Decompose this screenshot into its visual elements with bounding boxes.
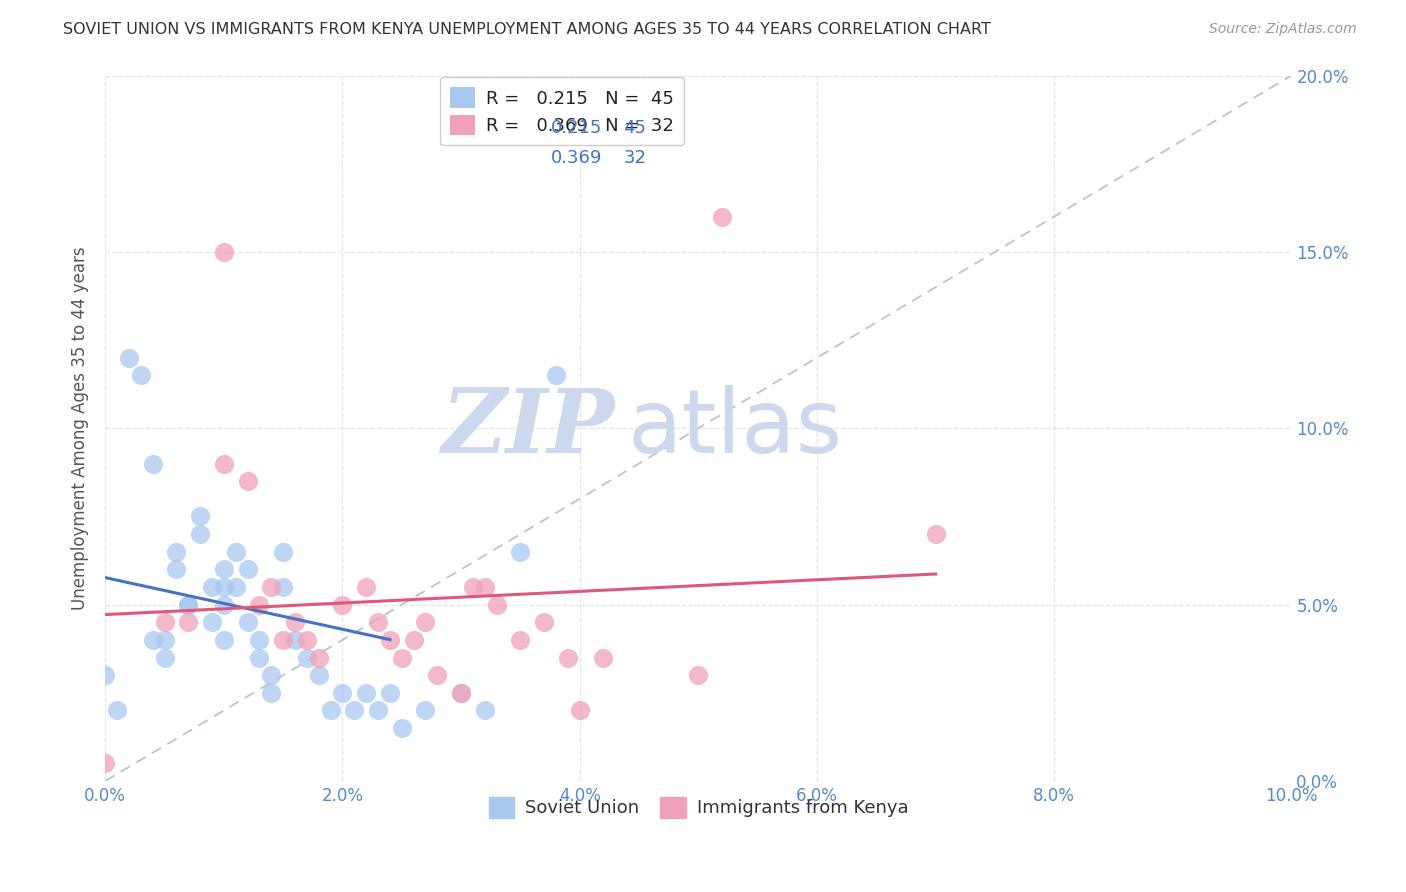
Point bbox=[177, 598, 200, 612]
Point bbox=[236, 615, 259, 630]
Point bbox=[153, 632, 176, 647]
Point bbox=[201, 615, 224, 630]
Legend: Soviet Union, Immigrants from Kenya: Soviet Union, Immigrants from Kenya bbox=[481, 789, 915, 825]
Point bbox=[212, 457, 235, 471]
Text: 0.215: 0.215 bbox=[551, 120, 603, 137]
Point bbox=[212, 598, 235, 612]
Point bbox=[354, 686, 377, 700]
Point bbox=[711, 210, 734, 224]
Y-axis label: Unemployment Among Ages 35 to 44 years: Unemployment Among Ages 35 to 44 years bbox=[72, 246, 89, 610]
Point bbox=[308, 650, 330, 665]
Text: 32: 32 bbox=[623, 149, 647, 167]
Point bbox=[94, 668, 117, 682]
Point bbox=[188, 527, 211, 541]
Point bbox=[391, 650, 413, 665]
Point bbox=[188, 509, 211, 524]
Point bbox=[402, 632, 425, 647]
Point bbox=[367, 615, 389, 630]
Text: ZIP: ZIP bbox=[441, 385, 616, 472]
Point bbox=[153, 615, 176, 630]
Point bbox=[343, 703, 366, 717]
Point bbox=[225, 580, 247, 594]
Point bbox=[271, 580, 294, 594]
Point bbox=[509, 632, 531, 647]
Point bbox=[474, 580, 496, 594]
Point bbox=[153, 650, 176, 665]
Point bbox=[236, 562, 259, 576]
Point bbox=[212, 562, 235, 576]
Point bbox=[260, 580, 283, 594]
Point bbox=[461, 580, 484, 594]
Point bbox=[415, 703, 437, 717]
Point bbox=[249, 650, 271, 665]
Point bbox=[533, 615, 555, 630]
Point bbox=[177, 615, 200, 630]
Text: atlas: atlas bbox=[627, 384, 842, 472]
Point bbox=[367, 703, 389, 717]
Point bbox=[212, 632, 235, 647]
Point bbox=[332, 686, 354, 700]
Point bbox=[474, 703, 496, 717]
Point bbox=[485, 598, 508, 612]
Point bbox=[165, 545, 187, 559]
Point bbox=[260, 668, 283, 682]
Point bbox=[271, 545, 294, 559]
Point bbox=[271, 632, 294, 647]
Point bbox=[284, 615, 307, 630]
Point bbox=[177, 598, 200, 612]
Point bbox=[94, 756, 117, 771]
Point bbox=[568, 703, 591, 717]
Point bbox=[592, 650, 614, 665]
Point bbox=[236, 474, 259, 488]
Point bbox=[354, 580, 377, 594]
Point bbox=[378, 686, 401, 700]
Point bbox=[295, 632, 318, 647]
Point bbox=[924, 527, 946, 541]
Point bbox=[415, 615, 437, 630]
Point bbox=[284, 632, 307, 647]
Point bbox=[426, 668, 449, 682]
Point bbox=[225, 545, 247, 559]
Point bbox=[319, 703, 342, 717]
Point bbox=[557, 650, 579, 665]
Point bbox=[201, 580, 224, 594]
Point bbox=[509, 545, 531, 559]
Point bbox=[688, 668, 710, 682]
Point bbox=[391, 721, 413, 735]
Point bbox=[260, 686, 283, 700]
Point bbox=[165, 562, 187, 576]
Point bbox=[295, 650, 318, 665]
Text: SOVIET UNION VS IMMIGRANTS FROM KENYA UNEMPLOYMENT AMONG AGES 35 TO 44 YEARS COR: SOVIET UNION VS IMMIGRANTS FROM KENYA UN… bbox=[63, 22, 991, 37]
Point bbox=[212, 580, 235, 594]
Point bbox=[308, 668, 330, 682]
Point bbox=[450, 686, 472, 700]
Point bbox=[249, 632, 271, 647]
Point bbox=[212, 244, 235, 259]
Point bbox=[378, 632, 401, 647]
Point bbox=[118, 351, 141, 365]
Point bbox=[142, 632, 165, 647]
Point bbox=[450, 686, 472, 700]
Point bbox=[129, 368, 152, 383]
Point bbox=[544, 368, 567, 383]
Point bbox=[142, 457, 165, 471]
Point bbox=[105, 703, 128, 717]
Text: 0.369: 0.369 bbox=[551, 149, 603, 167]
Text: 45: 45 bbox=[623, 120, 647, 137]
Text: Source: ZipAtlas.com: Source: ZipAtlas.com bbox=[1209, 22, 1357, 37]
Point bbox=[332, 598, 354, 612]
Point bbox=[249, 598, 271, 612]
